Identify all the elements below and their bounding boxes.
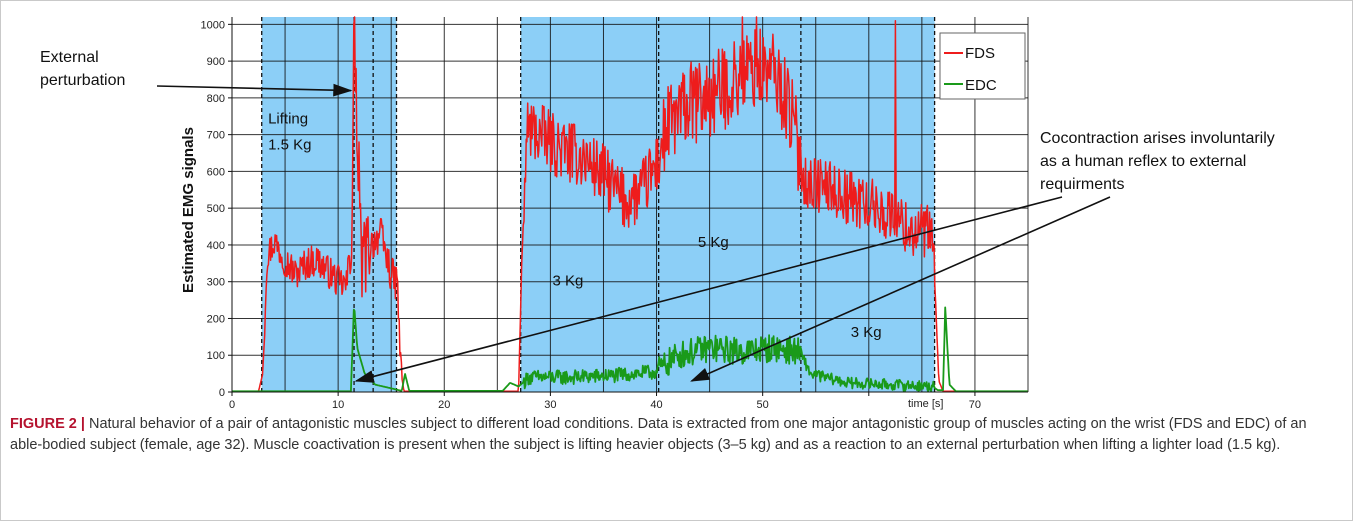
y-tick-label: 600 bbox=[207, 166, 225, 178]
y-tick-label: 100 bbox=[207, 350, 225, 362]
annotations: External perturbation Cocontraction arises… bbox=[40, 49, 1275, 383]
annotation-cocontraction-line2: as a human reflex to external bbox=[1040, 153, 1246, 170]
region-label: 3 Kg bbox=[553, 272, 584, 289]
annotation-perturbation-line1: External bbox=[40, 49, 99, 66]
x-tick-label: 10 bbox=[332, 399, 344, 410]
annotation-perturbation-arrow bbox=[156, 83, 353, 97]
caption-text: Natural behavior of a pair of antagonist… bbox=[10, 416, 1307, 453]
annotation-cocontraction-line3: requirments bbox=[1040, 176, 1124, 193]
x-tick-label: 0 bbox=[229, 399, 235, 410]
y-tick-label: 500 bbox=[207, 203, 225, 215]
x-tick-label: 40 bbox=[650, 399, 662, 410]
annotation-cocontraction-line1: Cocontraction arises involuntarily bbox=[1040, 130, 1275, 147]
caption-label: FIGURE 2 | bbox=[10, 416, 85, 432]
x-axis-label: time [s] bbox=[908, 398, 943, 410]
region-label: Lifting bbox=[268, 111, 308, 128]
legend-box bbox=[939, 32, 1026, 100]
y-tick-label: 900 bbox=[207, 56, 225, 68]
region-label: 1.5 Kg bbox=[268, 136, 311, 153]
axes: 0 100 200 300 400 500 600 700 800 900 1000 0 10 20 30 4… bbox=[201, 17, 1028, 410]
x-tick-label: 30 bbox=[544, 399, 556, 410]
y-tick-label: 800 bbox=[207, 93, 225, 105]
annotation-perturbation-line2: perturbation bbox=[40, 72, 125, 89]
region-label: 3 Kg bbox=[851, 324, 882, 341]
region-labels: Lifting 1.5 Kg 3 Kg 5 Kg 3 Kg bbox=[268, 111, 882, 341]
annotation-cocontraction-arrow-2 bbox=[690, 196, 1111, 382]
x-tick-label: 20 bbox=[438, 399, 450, 410]
y-tick-label: 300 bbox=[207, 277, 225, 289]
x-tick-label: 70 bbox=[969, 399, 981, 410]
series-line-fds bbox=[231, 16, 1028, 393]
annotation-cocontraction-arrow-1 bbox=[354, 196, 1063, 383]
y-tick-label: 0 bbox=[219, 387, 225, 399]
figure-caption: FIGURE 2 | Natural behavior of a pair of… bbox=[10, 414, 1330, 456]
legend-label-edc: EDC bbox=[965, 77, 997, 94]
region-label: 5 Kg bbox=[698, 234, 729, 251]
y-axis-label: Estimated EMG signals bbox=[180, 127, 197, 293]
y-tick-label: 700 bbox=[207, 130, 225, 142]
legend-label-fds: FDS bbox=[965, 45, 995, 62]
load-interval-0 bbox=[261, 17, 397, 392]
y-tick-label: 400 bbox=[207, 240, 225, 252]
y-tick-label: 200 bbox=[207, 313, 225, 325]
legend: FDS EDC bbox=[939, 32, 1026, 100]
x-tick-label: 50 bbox=[757, 399, 769, 410]
y-tick-label: 1000 bbox=[201, 19, 225, 31]
